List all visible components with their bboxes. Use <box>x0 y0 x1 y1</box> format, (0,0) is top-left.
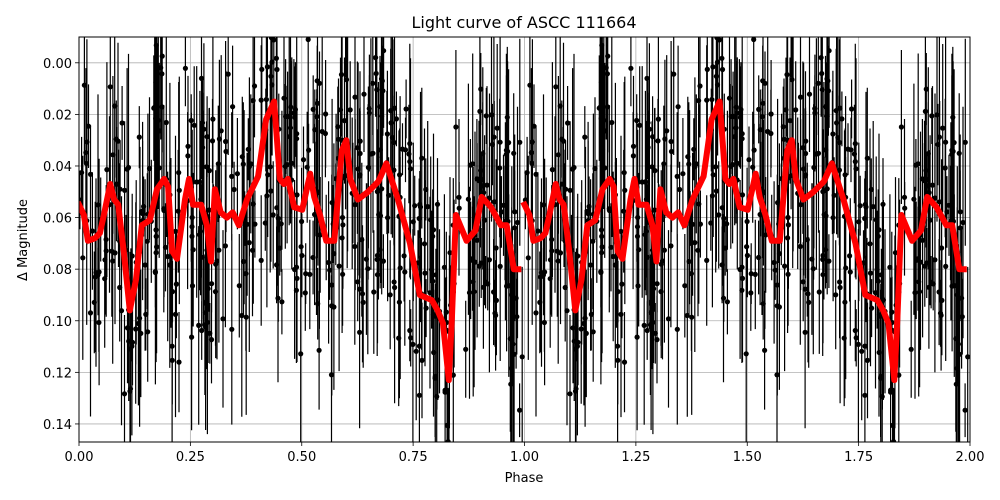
binned-curve <box>79 98 967 384</box>
y-tick-label: 0.14 <box>43 418 72 433</box>
x-tick-label: 1.25 <box>621 450 650 465</box>
x-tick-label: 0.00 <box>65 450 94 465</box>
x-tick-label: 1.50 <box>733 450 762 465</box>
y-tick-label: 0.02 <box>43 108 72 123</box>
x-axis-label: Phase <box>505 471 544 486</box>
x-tick-label: 0.75 <box>399 450 428 465</box>
y-tick-label: 0.10 <box>43 315 72 330</box>
chart-title: Light curve of ASCC 111664 <box>411 13 636 32</box>
y-tick-label: 0.12 <box>43 366 72 381</box>
x-tick-label: 0.50 <box>287 450 316 465</box>
y-axis-ticks: 0.00 0.02 0.04 0.06 0.08 0.10 0.12 0.14 <box>43 57 79 433</box>
x-tick-label: 1.00 <box>510 450 539 465</box>
x-tick-label: 0.25 <box>176 450 205 465</box>
x-tick-label: 2.00 <box>956 450 985 465</box>
y-axis-label: Δ Magnitude <box>16 199 31 281</box>
y-tick-label: 0.06 <box>43 212 72 227</box>
y-tick-label: 0.00 <box>43 57 72 72</box>
data-points <box>79 37 970 442</box>
x-axis-ticks: 0.00 0.25 0.50 0.75 1.00 1.25 1.50 1.75 2.00 <box>65 442 985 465</box>
y-tick-label: 0.04 <box>43 160 72 175</box>
x-tick-label: 1.75 <box>844 450 873 465</box>
y-tick-label: 0.08 <box>43 263 72 278</box>
